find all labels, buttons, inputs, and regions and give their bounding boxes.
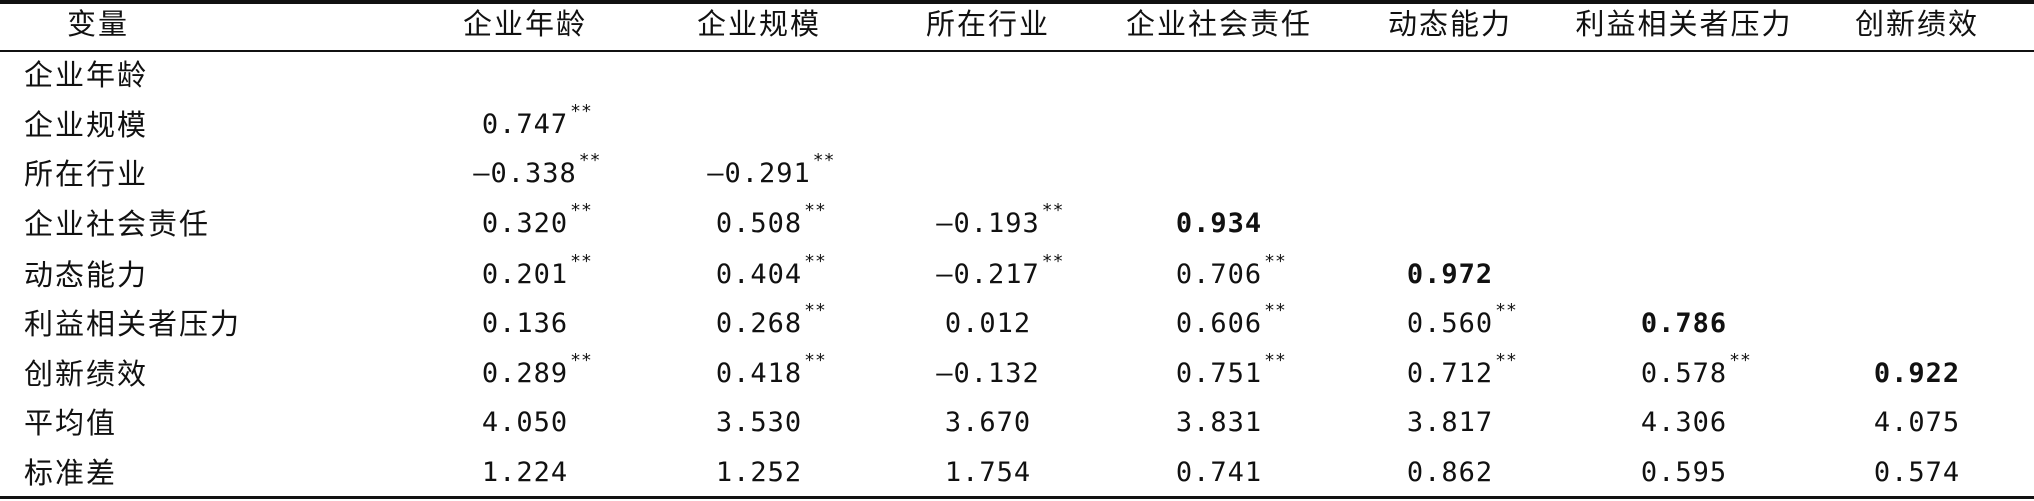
cell-value: —0.217: [936, 259, 1040, 290]
cell-value: 0.712: [1406, 358, 1494, 389]
cell-value: 4.050: [481, 407, 569, 438]
cell-value: 3.530: [715, 407, 803, 438]
row-label: 平均值: [24, 406, 118, 440]
cell-value: 0.922: [1873, 358, 1961, 389]
row-label: 所在行业: [24, 157, 149, 191]
column-header: 动态能力: [1387, 7, 1513, 41]
cell-value: —0.132: [936, 358, 1040, 389]
cell-value: 0.289: [481, 358, 569, 389]
bottom-rule: [0, 496, 2034, 499]
significance-mark: **: [1264, 300, 1286, 321]
significance-mark: **: [1041, 251, 1064, 272]
cell-value: 0.972: [1406, 259, 1494, 290]
cell-value: 4.075: [1873, 407, 1961, 438]
cell-value: 0.268: [715, 308, 803, 339]
column-header: 所在行业: [925, 7, 1051, 41]
cell-value: 0.136: [481, 308, 569, 339]
cell-value: 0.595: [1640, 457, 1728, 488]
cell-value: 1.224: [481, 457, 569, 488]
cell-value: 0.706: [1175, 259, 1263, 290]
column-header: 企业社会责任: [1125, 7, 1313, 41]
cell-value: 0.747: [481, 109, 569, 140]
cell-value: —0.193: [936, 208, 1040, 239]
significance-mark: **: [804, 251, 826, 272]
significance-mark: **: [1495, 350, 1517, 371]
cell-value: 0.012: [944, 308, 1032, 339]
row-label: 企业社会责任: [24, 207, 211, 241]
cell-value: 3.831: [1175, 407, 1263, 438]
significance-mark: **: [1495, 300, 1517, 321]
significance-mark: **: [812, 150, 835, 171]
cell-value: —0.338: [473, 158, 577, 189]
cell-value: 0.201: [481, 259, 569, 290]
header-rule: [0, 50, 2034, 52]
significance-mark: **: [570, 350, 592, 371]
column-header: 企业年龄: [462, 7, 588, 41]
cell-value: 0.560: [1406, 308, 1494, 339]
column-header: 利益相关者压力: [1575, 7, 1793, 41]
cell-value: 0.934: [1175, 208, 1263, 239]
row-label: 企业规模: [24, 108, 149, 142]
row-label: 企业年龄: [24, 58, 149, 92]
column-header: 创新绩效: [1854, 7, 1980, 41]
significance-mark: **: [804, 300, 826, 321]
significance-mark: **: [804, 200, 826, 221]
significance-mark: **: [570, 200, 592, 221]
significance-mark: **: [1264, 350, 1286, 371]
top-rule: [0, 0, 2034, 4]
cell-value: 0.418: [715, 358, 803, 389]
cell-value: 0.578: [1640, 358, 1728, 389]
significance-mark: **: [1729, 350, 1751, 371]
row-label: 利益相关者压力: [24, 307, 242, 341]
row-label: 创新绩效: [24, 357, 149, 391]
cell-value: 0.751: [1175, 358, 1263, 389]
significance-mark: **: [804, 350, 826, 371]
significance-mark: **: [1264, 251, 1286, 272]
cell-value: 0.786: [1640, 308, 1728, 339]
column-header: 变量: [66, 7, 130, 41]
cell-value: 0.741: [1175, 457, 1263, 488]
significance-mark: **: [1041, 200, 1064, 221]
row-label: 动态能力: [24, 258, 149, 292]
cell-value: 3.817: [1406, 407, 1494, 438]
cell-value: 0.404: [715, 259, 803, 290]
significance-mark: **: [570, 251, 592, 272]
cell-value: 0.606: [1175, 308, 1263, 339]
cell-value: 1.252: [715, 457, 803, 488]
cell-value: 4.306: [1640, 407, 1728, 438]
column-header: 企业规模: [696, 7, 822, 41]
row-label: 标准差: [24, 456, 118, 490]
significance-mark: **: [570, 101, 592, 122]
significance-mark: **: [578, 150, 601, 171]
cell-value: 0.862: [1406, 457, 1494, 488]
cell-value: 3.670: [944, 407, 1032, 438]
cell-value: 1.754: [944, 457, 1032, 488]
cell-value: 0.574: [1873, 457, 1961, 488]
cell-value: —0.291: [707, 158, 811, 189]
cell-value: 0.320: [481, 208, 569, 239]
cell-value: 0.508: [715, 208, 803, 239]
